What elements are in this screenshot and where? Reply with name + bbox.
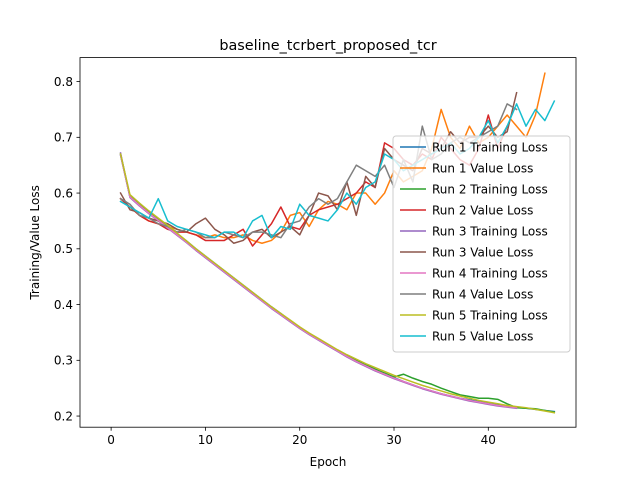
y-tick-label: 0.3: [54, 354, 73, 368]
y-tick-label: 0.5: [54, 242, 73, 256]
x-tick-label: 10: [198, 433, 213, 447]
legend-label: Run 2 Value Loss: [432, 204, 533, 218]
legend-label: Run 5 Training Loss: [432, 309, 548, 323]
axes-frame: [79, 57, 577, 428]
series-line-6: [119, 91, 518, 244]
x-axis-label: Epoch: [310, 455, 347, 469]
legend-label: Run 4 Training Loss: [432, 267, 548, 281]
y-tick-label: 0.7: [54, 131, 73, 145]
legend-label: Run 2 Training Loss: [432, 183, 548, 197]
y-tick-label: 0.6: [54, 186, 73, 200]
legend-label: Run 4 Value Loss: [432, 288, 533, 302]
chart-title: baseline_tcrbert_proposed_tcr: [219, 38, 436, 54]
series-line-7: [119, 154, 518, 409]
legend-label: Run 3 Training Loss: [432, 225, 548, 239]
x-tick-label: 40: [481, 433, 496, 447]
x-tick-label: 20: [292, 433, 307, 447]
series-line-10: [119, 100, 556, 239]
y-tick-label: 0.8: [54, 75, 73, 89]
axes: 0 10 20 30 40 0.2 0.3 0.4 0.5 0.6 0.7 0.8: [54, 57, 577, 447]
legend-box: [392, 135, 571, 353]
legend-label: Run 1 Value Loss: [432, 162, 533, 176]
series-line-9: [119, 153, 556, 414]
x-tick-label: 30: [386, 433, 401, 447]
y-tick-label: 0.4: [54, 298, 73, 312]
x-tick-label: 0: [107, 433, 115, 447]
legend-label: Run 5 Value Loss: [432, 330, 533, 344]
legend-label: Run 3 Value Loss: [432, 246, 533, 260]
y-tick-label: 0.2: [54, 409, 73, 423]
legend-label: Run 1 Training Loss: [432, 141, 548, 155]
legend: Run 1 Training Loss Run 1 Value Loss Run 2…: [392, 135, 571, 353]
y-axis-label: Training/Value Loss: [28, 185, 42, 300]
